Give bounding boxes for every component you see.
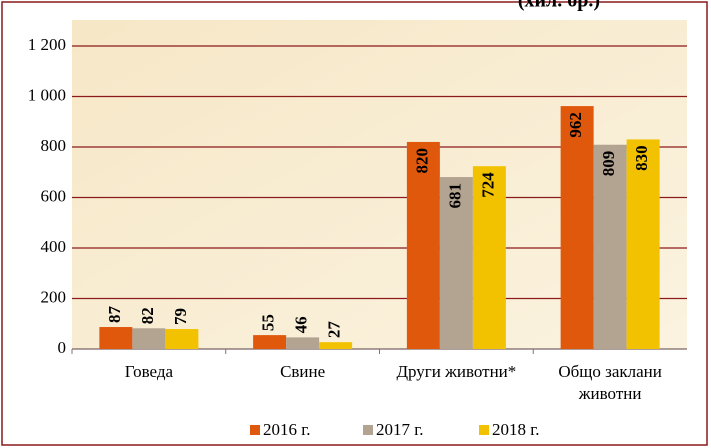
- bar: [439, 177, 473, 349]
- data-label: 87: [105, 306, 124, 324]
- legend-swatch: [250, 425, 260, 435]
- y-tick-label: 400: [41, 237, 67, 256]
- bar: [132, 328, 166, 349]
- legend-swatch: [363, 425, 373, 435]
- data-label: 82: [138, 307, 157, 324]
- data-label: 27: [325, 321, 344, 339]
- bar: [560, 106, 594, 349]
- legend-label: 2017 г.: [376, 420, 424, 439]
- bar: [165, 329, 199, 349]
- bar: [253, 335, 287, 349]
- bar: [286, 337, 320, 349]
- x-tick-label-line: Общо заклани: [558, 362, 662, 381]
- data-label: 681: [445, 183, 464, 209]
- data-label: 724: [478, 172, 497, 198]
- bar: [319, 342, 353, 349]
- chart-title: (хил. бр.): [518, 0, 600, 12]
- legend-swatch: [479, 425, 489, 435]
- data-label: 962: [566, 112, 585, 138]
- y-tick-label: 1 200: [28, 35, 66, 54]
- bar: [626, 139, 660, 349]
- y-tick-label: 600: [41, 186, 67, 205]
- x-tick-label: Свине: [280, 362, 325, 381]
- y-tick-label: 1 000: [28, 85, 66, 104]
- data-label: 830: [632, 145, 651, 171]
- x-tick-label: Общо заклани животни: [558, 362, 662, 403]
- bar: [406, 141, 440, 349]
- data-label: 809: [599, 151, 618, 177]
- bar: [472, 166, 506, 349]
- y-tick-label: 800: [41, 136, 67, 155]
- y-tick-label: 200: [41, 287, 67, 306]
- x-tick-label-line: животни: [578, 384, 642, 403]
- legend-label: 2018 г.: [492, 420, 540, 439]
- x-tick-label: Други животни*: [396, 362, 516, 381]
- x-tick-label: Говеда: [125, 362, 174, 381]
- legend-label: 2016 г.: [263, 420, 311, 439]
- data-label: 79: [171, 308, 190, 325]
- bar: [593, 144, 627, 349]
- data-label: 46: [292, 316, 311, 333]
- y-tick-label: 0: [58, 338, 67, 357]
- data-label: 55: [259, 314, 278, 331]
- data-label: 820: [412, 148, 431, 174]
- bar: [99, 327, 133, 349]
